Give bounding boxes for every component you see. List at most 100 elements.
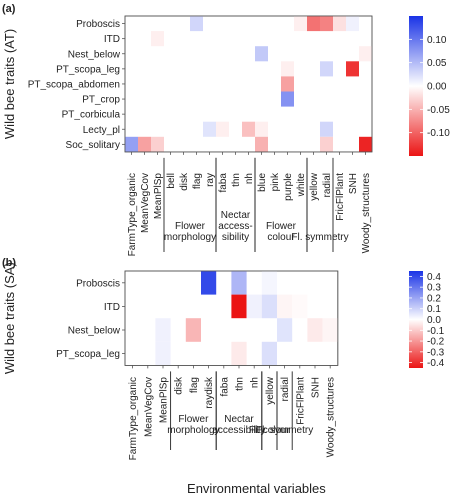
column-label: Woody_structures (361, 173, 372, 253)
heatmap-cell (277, 318, 293, 342)
column-label: yellow (309, 172, 320, 201)
colorbar-tick-label: -0.05 (427, 105, 450, 116)
heatmap-cell (333, 16, 346, 32)
heatmap-cell (281, 76, 294, 92)
colorbar-tick-label: 0.05 (427, 58, 447, 69)
column-label: bell (166, 173, 177, 189)
row-label: ITD (104, 302, 120, 313)
heatmap-cell (307, 16, 320, 32)
colorbar-tick-label: -0.1 (427, 326, 445, 337)
column-label: flag (189, 377, 200, 393)
column-label: disk (179, 172, 190, 191)
plot-border (124, 270, 339, 366)
colorbar-tick-label: 0.3 (427, 283, 441, 294)
heatmap-cell (151, 31, 164, 47)
row-label: PT_scopa_leg (56, 349, 120, 360)
colorbar-tick-label: 0.0 (427, 315, 441, 326)
column-label: nh (250, 377, 261, 388)
group-label: sibility (222, 232, 249, 243)
colorbar-tick-label: -0.4 (427, 358, 445, 369)
row-label: ITD (104, 34, 120, 45)
heatmap-cell (320, 16, 333, 32)
column-label: FricFlPlant (295, 377, 306, 425)
group-label: morphology (164, 232, 216, 243)
row-label: Nest_below (68, 326, 121, 337)
colorbar (409, 271, 423, 368)
row-label: PT_crop (82, 95, 120, 106)
heatmap-cell (359, 46, 372, 62)
column-label: radial (280, 377, 291, 401)
panel-a: (a) Wild bee traits (AT) Proboscis ITD Nest_… (2, 3, 450, 256)
column-label: FarmType_organic (128, 377, 139, 460)
panel-label: (b) (2, 257, 16, 269)
heatmap-cell (255, 46, 268, 62)
column-label: faba (218, 173, 229, 193)
column-label: MeanPlSp (153, 173, 164, 220)
column-label: FricFlPlant (335, 173, 346, 221)
group-label: Flower (266, 221, 297, 232)
heatmap-cell (346, 16, 359, 32)
row-label: Lecty_pl (83, 125, 120, 136)
group-label: Fl. symmetry (256, 425, 313, 436)
row-label: Proboscis (76, 278, 120, 289)
colorbar-tick-label: 0.10 (427, 35, 447, 46)
column-label: SNH (348, 173, 359, 194)
heatmap-cell (125, 136, 138, 152)
heatmap-cell (294, 16, 307, 32)
heatmap-cell (261, 341, 277, 366)
x-axis-title: Environmental variables (187, 481, 326, 496)
row-label: Nest_below (68, 49, 121, 60)
heatmap-cell (155, 341, 171, 366)
column-label: disk (174, 376, 185, 395)
heatmap-cell (320, 61, 333, 77)
colorbar (409, 16, 423, 156)
heatmap-cell (203, 121, 216, 137)
column-label: MeanVegCov (140, 173, 151, 233)
group-label: morphology (167, 425, 219, 436)
row-label: PT_scopa_abdomen (28, 79, 120, 90)
heatmap-cell (231, 294, 247, 319)
row-label: Proboscis (76, 19, 120, 30)
column-label: Woody_structures (326, 377, 337, 457)
column-label: SNH (311, 377, 322, 398)
column-label: radial (322, 173, 333, 197)
heatmap-cell (216, 121, 229, 137)
column-label: white (296, 173, 307, 198)
group-label: Nectar (221, 210, 251, 221)
heatmap-cell (281, 91, 294, 107)
heatmap-cell (281, 61, 294, 77)
y-axis-title: Wild bee traits (AT) (2, 29, 17, 139)
column-label: pink (270, 172, 281, 191)
heatmap-cell (255, 136, 268, 152)
column-label: thn (235, 377, 246, 391)
group-label: accessibility (212, 425, 265, 436)
heatmap-cell (231, 271, 247, 295)
heatmap-cell (151, 136, 164, 152)
heatmap-cell (261, 271, 277, 295)
column-label: flag (192, 173, 203, 189)
panel-label: (a) (2, 3, 16, 15)
panel-b: (b)Wild bee traits (SA) Proboscis ITD Nest_… (2, 257, 445, 496)
colorbar-tick-label: 0.1 (427, 304, 441, 315)
heatmap-cell (138, 136, 151, 152)
colorbar-tick-label: -0.10 (427, 128, 450, 139)
heatmap-cell (201, 271, 217, 295)
heatmap-cell (190, 16, 203, 32)
heatmap-cell (255, 121, 268, 137)
column-label: nh (244, 173, 255, 184)
heatmap-cell (231, 341, 247, 366)
heatmap-cell (359, 136, 372, 152)
colorbar-tick-label: -0.3 (427, 347, 445, 358)
column-label: faba (219, 377, 230, 397)
column-label: MeanPlSp (159, 377, 170, 424)
heatmap-cell (320, 121, 333, 137)
heatmap-cell (246, 294, 262, 319)
column-label: ray (205, 173, 216, 187)
row-label: PT_corbicula (62, 110, 121, 121)
colorbar-tick-label: -0.2 (427, 337, 445, 348)
group-label: Flower (178, 414, 209, 425)
heatmap-cell (292, 294, 308, 319)
group-label: colour (267, 232, 295, 243)
column-label: thn (231, 173, 242, 187)
